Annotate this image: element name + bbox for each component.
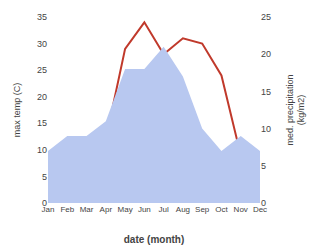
svg-text:Mar: Mar bbox=[80, 205, 94, 214]
svg-text:35: 35 bbox=[37, 12, 47, 22]
svg-text:Jan: Jan bbox=[42, 205, 55, 214]
svg-text:May: May bbox=[118, 205, 133, 214]
svg-text:0: 0 bbox=[261, 198, 266, 208]
svg-text:Jun: Jun bbox=[138, 205, 151, 214]
svg-text:5: 5 bbox=[42, 172, 47, 182]
svg-text:Jul: Jul bbox=[159, 205, 169, 214]
svg-text:date (month): date (month) bbox=[124, 234, 185, 245]
svg-text:15: 15 bbox=[261, 87, 271, 97]
svg-text:25: 25 bbox=[261, 12, 271, 22]
svg-text:Apr: Apr bbox=[100, 205, 113, 214]
svg-text:Oct: Oct bbox=[215, 205, 228, 214]
svg-text:Aug: Aug bbox=[176, 205, 190, 214]
svg-text:Dec: Dec bbox=[253, 205, 267, 214]
svg-text:Nov: Nov bbox=[234, 205, 248, 214]
svg-text:Sep: Sep bbox=[195, 205, 210, 214]
svg-text:15: 15 bbox=[37, 118, 47, 128]
svg-text:25: 25 bbox=[37, 65, 47, 75]
svg-text:med. precipitation(kg/m2): med. precipitation(kg/m2) bbox=[285, 74, 307, 145]
svg-text:20: 20 bbox=[261, 49, 271, 59]
svg-text:20: 20 bbox=[37, 92, 47, 102]
svg-text:10: 10 bbox=[37, 145, 47, 155]
svg-text:5: 5 bbox=[261, 161, 266, 171]
svg-text:max temp (C): max temp (C) bbox=[12, 83, 22, 138]
svg-text:10: 10 bbox=[261, 124, 271, 134]
svg-text:Feb: Feb bbox=[60, 205, 74, 214]
svg-text:0: 0 bbox=[42, 198, 47, 208]
svg-text:30: 30 bbox=[37, 39, 47, 49]
